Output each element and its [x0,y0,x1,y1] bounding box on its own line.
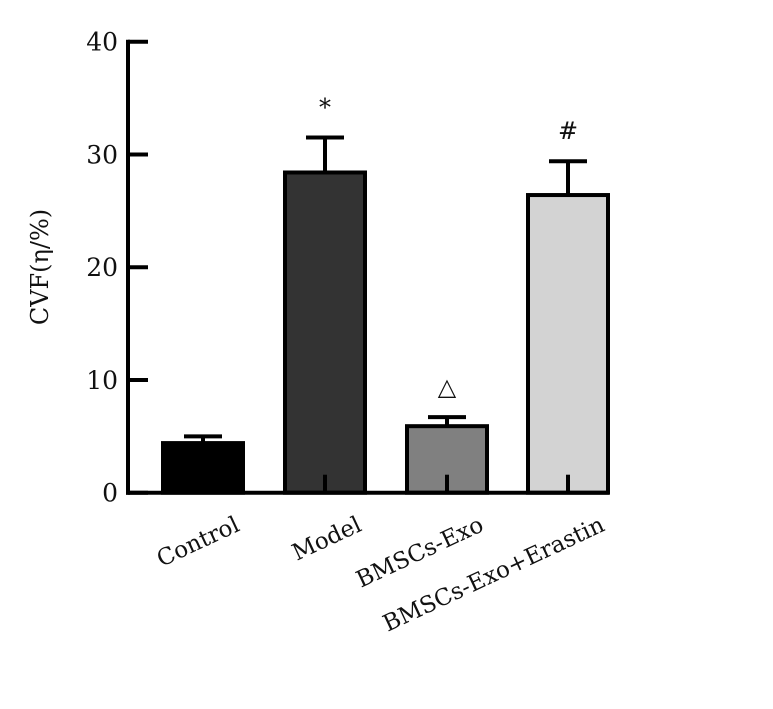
y-tick-label: 0 [102,479,118,508]
x-tick-label-group: Model [288,512,365,566]
bar-model [283,170,367,495]
x-tick-label: Model [288,512,365,566]
y-tick-label: 40 [86,28,118,57]
y-tick-label: 20 [86,253,118,282]
significance-marker: # [558,117,578,145]
x-tick-label-group: BMSCs-Exo+Erastin [379,512,609,637]
y-tick-label: 10 [86,366,118,395]
x-tick-label: BMSCs-Exo+Erastin [379,512,609,637]
significance-marker: * [319,94,331,122]
x-tick-label-group: Control [153,512,243,573]
y-tick-label: 30 [86,140,118,169]
bar-bmscs-exo-erastin [526,193,610,495]
y-axis-label: CVF(η/%) [26,209,54,325]
x-tick-label: Control [153,512,243,573]
significance-marker: △ [438,373,457,401]
